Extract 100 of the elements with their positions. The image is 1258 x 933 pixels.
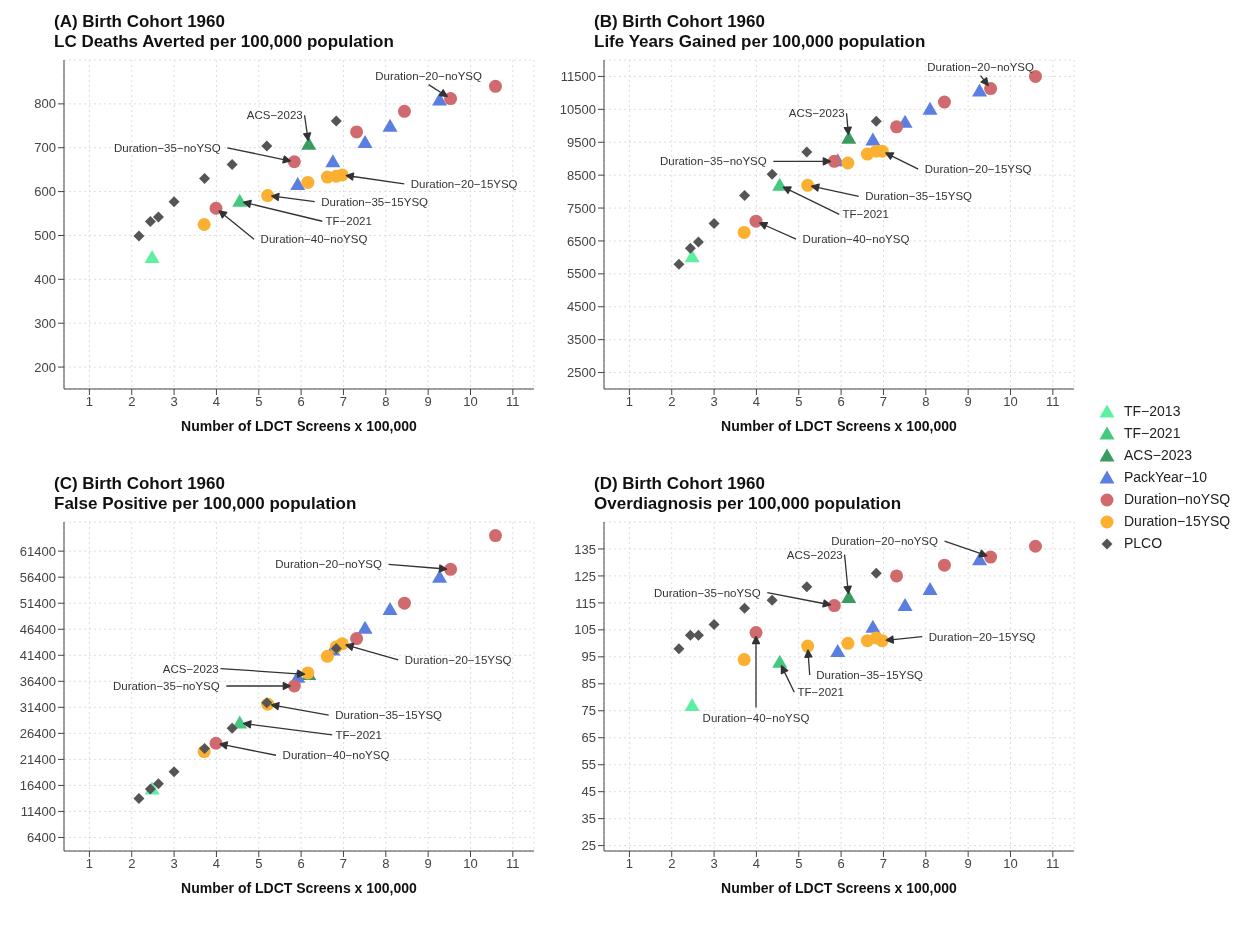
annotation: Duration−35−15YSQ: [321, 195, 429, 208]
x-tick-label: 9: [964, 394, 972, 410]
legend-label: Duration−noYSQ: [1124, 491, 1231, 507]
point: [444, 92, 458, 106]
point: [226, 158, 238, 170]
point: [749, 626, 763, 640]
point: [870, 567, 882, 579]
x-axis-title: Number of LDCT Screens x 100,000: [181, 880, 418, 896]
y-tick-label: 56400: [19, 569, 56, 585]
x-tick-label: 6: [297, 856, 305, 872]
point: [290, 177, 306, 191]
chart-subtitle: Life Years Gained per 100,000 population: [594, 32, 927, 52]
point: [875, 634, 889, 648]
x-tick-label: 5: [255, 856, 263, 872]
annotation: Duration−20−15YSQ: [924, 163, 1032, 176]
x-tick-label: 10: [1003, 394, 1018, 410]
x-tick-label: 8: [922, 856, 930, 872]
annotation: Duration−35−15YSQ: [335, 709, 443, 722]
point: [133, 230, 145, 242]
point: [972, 83, 988, 97]
annotation: ACS−2023: [162, 662, 219, 675]
y-tick-label: 55: [581, 757, 596, 773]
point: [737, 225, 751, 239]
y-tick-label: 85: [581, 676, 596, 692]
point: [168, 196, 180, 208]
point: [766, 594, 778, 606]
x-tick-label: 8: [922, 394, 930, 410]
point: [708, 618, 720, 630]
point: [382, 601, 398, 615]
point: [737, 653, 751, 667]
point: [350, 125, 364, 139]
point: [133, 792, 145, 804]
legend-label: ACS−2023: [1124, 447, 1193, 463]
point: [1028, 539, 1042, 553]
annotation: Duration−35−15YSQ: [865, 190, 973, 203]
point: [841, 636, 855, 650]
annotation: Duration−20−15YSQ: [928, 630, 1036, 643]
annotation: TF−2021: [842, 208, 889, 221]
point: [865, 132, 881, 146]
chart-title: (C) Birth Cohort 1960: [54, 474, 226, 494]
point: [397, 104, 411, 118]
annotation: Duration−40−noYSQ: [802, 233, 910, 246]
point: [984, 550, 998, 564]
x-axis-title: Number of LDCT Screens x 100,000: [721, 418, 958, 434]
point: [488, 79, 502, 93]
annotation: Duration−40−noYSQ: [282, 749, 390, 762]
annotation: Duration−20−15YSQ: [404, 653, 512, 666]
y-tick-label: 300: [34, 315, 56, 331]
x-tick-label: 7: [879, 394, 888, 410]
point: [357, 620, 373, 634]
point: [397, 596, 411, 610]
y-tick-label: 16400: [19, 778, 56, 794]
annotation: ACS−2023: [788, 107, 845, 120]
x-tick-label: 7: [879, 856, 888, 872]
point: [897, 598, 913, 612]
x-tick-label: 1: [85, 394, 94, 410]
point: [766, 168, 778, 180]
x-tick-label: 10: [463, 856, 478, 872]
point: [684, 697, 700, 711]
y-tick-label: 95: [581, 649, 596, 665]
y-tick-label: 105: [574, 622, 596, 638]
point: [232, 193, 248, 207]
y-tick-label: 61400: [19, 543, 56, 559]
y-tick-label: 9500: [567, 134, 596, 150]
y-tick-label: 75: [581, 703, 596, 719]
point: [357, 134, 373, 148]
point: [841, 590, 857, 604]
x-tick-label: 6: [837, 856, 845, 872]
point: [801, 146, 813, 158]
annotation: ACS−2023: [246, 109, 303, 122]
point: [890, 120, 904, 134]
y-tick-label: 45: [581, 784, 596, 800]
chart-title: (A) Birth Cohort 1960: [54, 12, 226, 32]
y-tick-label: 11400: [20, 804, 56, 820]
y-tick-label: 115: [575, 595, 596, 611]
x-tick-label: 6: [297, 394, 305, 410]
x-tick-label: 4: [752, 856, 761, 872]
x-tick-label: 3: [170, 856, 178, 872]
point: [830, 643, 846, 657]
point: [382, 118, 398, 132]
chart-title: (B) Birth Cohort 1960: [594, 12, 766, 32]
point: [739, 602, 751, 614]
x-tick-label: 4: [212, 856, 221, 872]
point: [301, 175, 315, 189]
y-tick-label: 125: [574, 568, 596, 584]
point: [209, 201, 223, 215]
x-tick-label: 11: [506, 394, 520, 410]
point: [922, 581, 938, 595]
x-tick-label: 1: [625, 394, 634, 410]
point: [152, 778, 164, 790]
x-tick-label: 2: [668, 394, 676, 410]
x-tick-label: 8: [382, 856, 390, 872]
y-tick-label: 31400: [19, 699, 56, 715]
y-tick-label: 700: [34, 140, 56, 156]
annotation: Duration−20−noYSQ: [375, 69, 483, 82]
annotation: TF−2021: [325, 215, 372, 228]
x-tick-label: 7: [339, 856, 348, 872]
point: [488, 529, 502, 543]
legend-label: PLCO: [1124, 535, 1163, 551]
point: [144, 215, 156, 227]
